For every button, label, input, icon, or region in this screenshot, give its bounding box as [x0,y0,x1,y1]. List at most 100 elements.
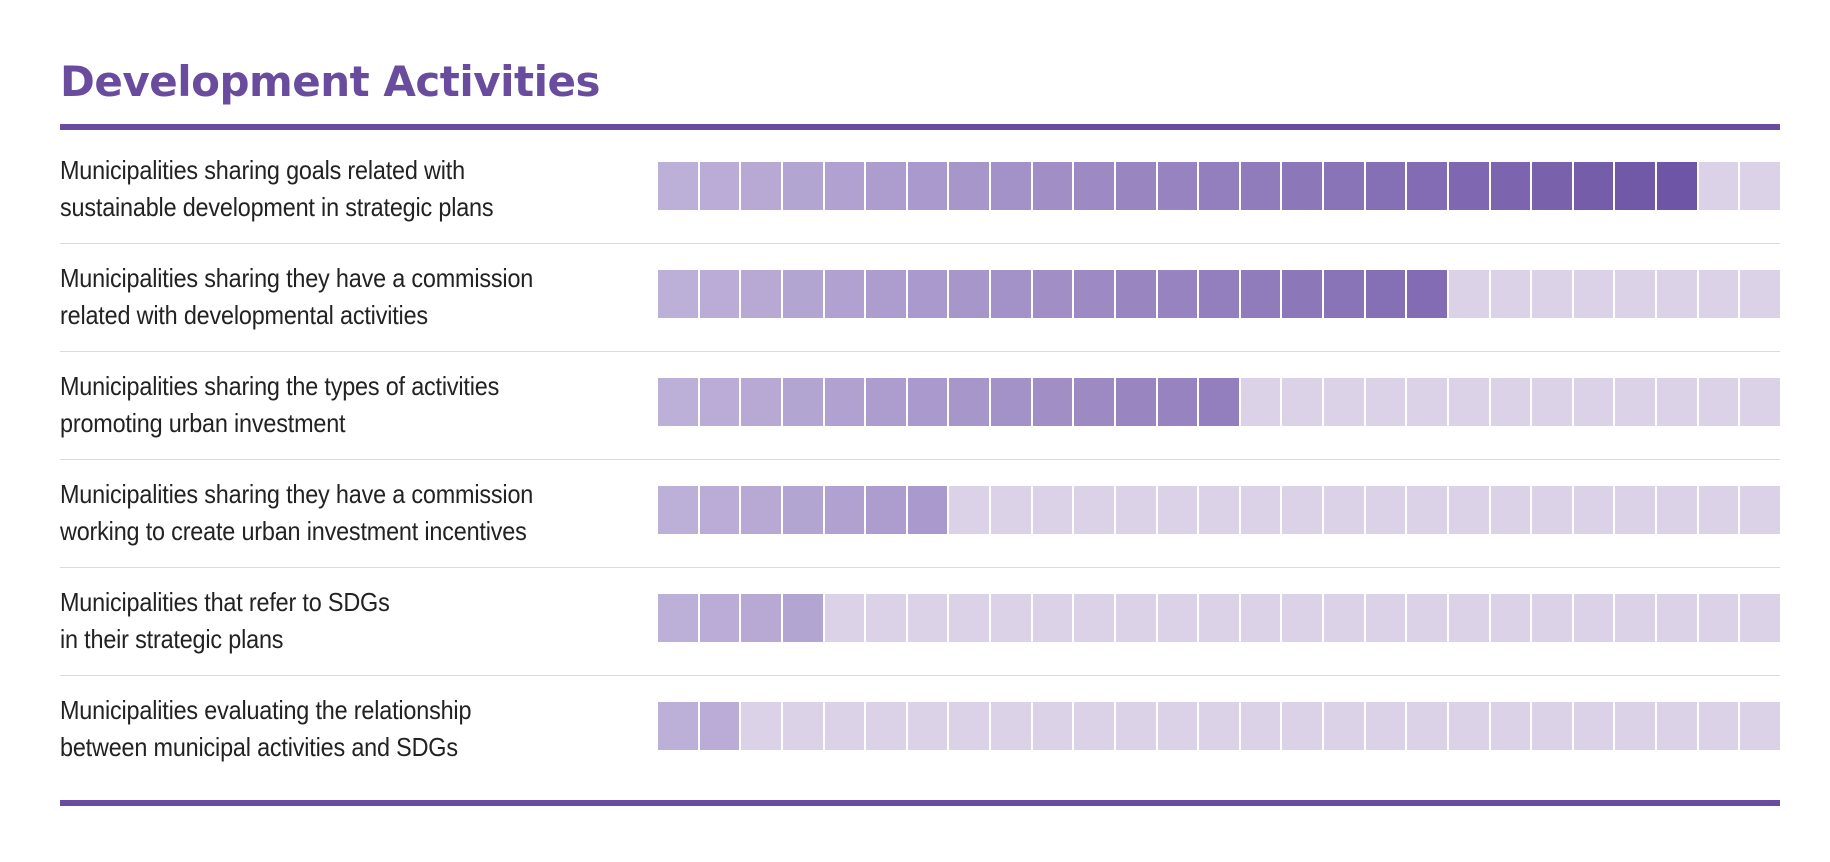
empty-cell [1532,378,1574,426]
empty-cell [1282,594,1324,642]
empty-cell [782,702,825,750]
filled-cell [1282,270,1324,318]
row-label: Municipalities sharing the types of acti… [60,351,620,459]
filled-cell [1074,162,1116,210]
waffle-bar [658,270,1780,318]
empty-cell [866,702,908,750]
filled-cell [1365,162,1408,210]
empty-cell [1657,702,1699,750]
empty-cell [1573,270,1616,318]
top-rule [60,124,1780,130]
empty-cell [1657,594,1699,642]
row-label: Municipalities sharing they have a commi… [60,459,620,567]
empty-cell [1740,270,1780,318]
empty-cell [1365,702,1408,750]
filled-cell [658,594,700,642]
empty-cell [1282,702,1324,750]
empty-cell [991,594,1033,642]
filled-cell [1115,270,1158,318]
empty-cell [1324,594,1366,642]
empty-cell [1615,702,1657,750]
waffle-bar [658,594,1780,642]
filled-cell [658,270,700,318]
row-label-line: promoting urban investment [60,408,346,438]
filled-cell [1074,378,1116,426]
row-label-line: Municipalities sharing goals related wit… [60,155,465,185]
empty-cell [1365,486,1408,534]
filled-cell [907,270,950,318]
empty-cell [1032,702,1075,750]
filled-cell [907,378,950,426]
empty-cell [1615,594,1657,642]
waffle-bar [658,486,1780,534]
filled-cell [1115,378,1158,426]
chart-row: Municipalities evaluating the relationsh… [60,675,1780,783]
row-label-line: between municipal activities and SDGs [60,732,458,762]
empty-cell [1324,702,1366,750]
empty-cell [1448,594,1491,642]
empty-cell [991,486,1033,534]
empty-cell [1032,594,1075,642]
filled-cell [991,270,1033,318]
empty-cell [1199,702,1241,750]
row-divider [60,351,1780,352]
filled-cell [741,162,783,210]
empty-cell [1698,486,1741,534]
filled-cell [1240,162,1283,210]
filled-cell [991,162,1033,210]
empty-cell [1240,702,1283,750]
empty-cell [1157,594,1200,642]
empty-cell [1240,378,1283,426]
filled-cell [658,162,700,210]
row-divider [60,567,1780,568]
row-label-line: Municipalities sharing they have a commi… [60,479,534,509]
empty-cell [1157,702,1200,750]
empty-cell [1615,270,1657,318]
row-label-line: working to create urban investment incen… [60,516,527,546]
filled-cell [949,270,991,318]
filled-cell [824,270,867,318]
empty-cell [1740,378,1780,426]
empty-cell [1407,594,1449,642]
empty-cell [1698,594,1741,642]
row-label-line: Municipalities sharing the types of acti… [60,371,500,401]
empty-cell [1490,486,1533,534]
empty-cell [1698,702,1741,750]
filled-cell [949,378,991,426]
row-label-line: Municipalities sharing they have a commi… [60,263,534,293]
empty-cell [1490,270,1533,318]
filled-cell [907,486,950,534]
waffle-bar [658,702,1780,750]
empty-cell [949,702,991,750]
empty-cell [1115,486,1158,534]
filled-cell [658,486,700,534]
empty-cell [1448,378,1491,426]
empty-cell [1490,702,1533,750]
filled-cell [1240,270,1283,318]
row-label: Municipalities evaluating the relationsh… [60,675,620,783]
filled-cell [658,378,700,426]
empty-cell [1448,270,1491,318]
empty-cell [1365,594,1408,642]
empty-cell [1074,594,1116,642]
empty-cell [1532,486,1574,534]
empty-cell [1740,594,1780,642]
row-label-line: related with developmental activities [60,300,428,330]
empty-cell [1324,486,1366,534]
empty-cell [1532,270,1574,318]
filled-cell [866,486,908,534]
filled-cell [1407,162,1449,210]
filled-cell [1490,162,1533,210]
filled-cell [1615,162,1657,210]
filled-cell [866,270,908,318]
chart-row: Municipalities sharing they have a commi… [60,459,1780,568]
empty-cell [1573,594,1616,642]
filled-cell [1573,162,1616,210]
filled-cell [991,378,1033,426]
empty-cell [1615,486,1657,534]
filled-cell [824,486,867,534]
empty-cell [949,486,991,534]
empty-cell [1407,378,1449,426]
empty-cell [1240,594,1283,642]
row-label: Municipalities sharing they have a commi… [60,243,620,351]
